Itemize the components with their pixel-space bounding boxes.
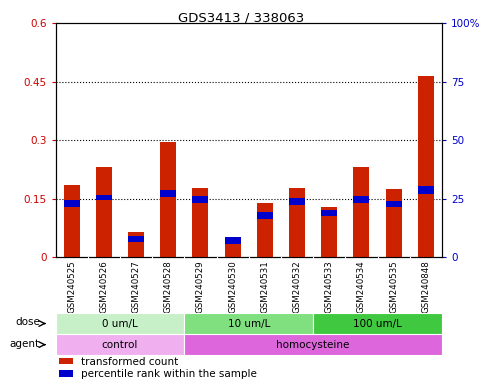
Bar <box>59 358 73 364</box>
Bar <box>192 188 209 257</box>
Text: 0 um/L: 0 um/L <box>102 318 138 329</box>
Bar <box>128 236 144 242</box>
Text: 10 um/L: 10 um/L <box>227 318 270 329</box>
Bar <box>418 186 434 194</box>
Text: dose: dose <box>15 318 40 328</box>
Bar <box>354 195 369 203</box>
Bar <box>321 207 337 257</box>
Bar <box>313 313 442 334</box>
Bar <box>385 201 402 207</box>
Text: 100 um/L: 100 um/L <box>353 318 402 329</box>
Bar <box>257 203 273 257</box>
Bar <box>128 232 144 257</box>
Bar <box>59 370 73 376</box>
Bar <box>321 210 337 216</box>
Text: percentile rank within the sample: percentile rank within the sample <box>81 369 256 379</box>
Bar <box>289 188 305 257</box>
Bar <box>257 212 273 219</box>
Bar <box>225 237 241 243</box>
Bar <box>160 190 176 197</box>
Bar <box>385 189 402 257</box>
Bar <box>64 200 80 207</box>
Bar <box>56 313 185 334</box>
Bar <box>185 334 442 355</box>
Bar <box>185 313 313 334</box>
Text: transformed count: transformed count <box>81 356 178 367</box>
Bar <box>192 195 209 203</box>
Text: agent: agent <box>10 339 40 349</box>
Bar <box>64 185 80 257</box>
Bar <box>225 242 241 257</box>
Text: homocysteine: homocysteine <box>276 339 350 350</box>
Bar <box>96 195 112 200</box>
Text: GDS3413 / 338063: GDS3413 / 338063 <box>178 12 305 25</box>
Bar <box>96 167 112 257</box>
Bar <box>289 198 305 205</box>
Bar <box>354 167 369 257</box>
Text: control: control <box>102 339 138 350</box>
Bar <box>160 142 176 257</box>
Bar <box>418 76 434 257</box>
Bar <box>56 334 185 355</box>
